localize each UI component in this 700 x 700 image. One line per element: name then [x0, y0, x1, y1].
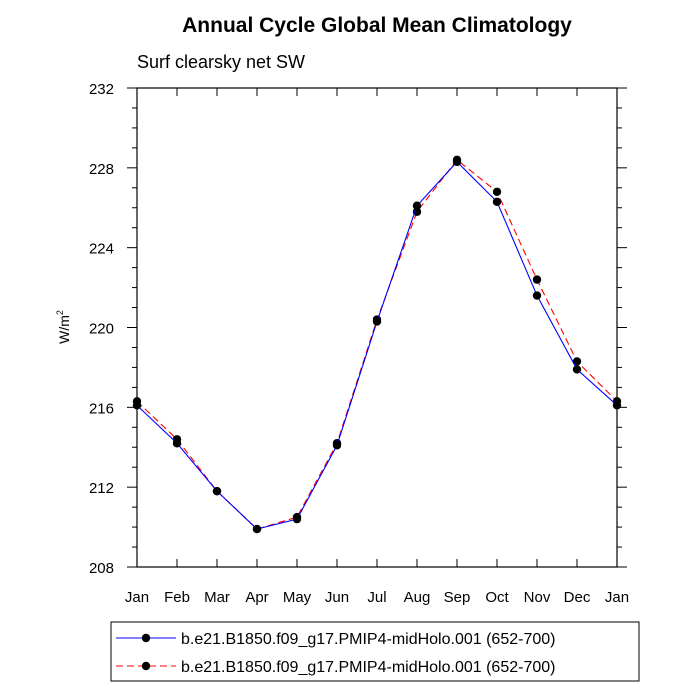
x-tick-label: Nov: [524, 589, 551, 606]
data-point: [452, 157, 462, 167]
x-tick-label: Oct: [485, 589, 509, 606]
y-tick-label: 232: [89, 81, 114, 98]
x-axis-labels: Jan Feb Mar Apr May Jun Jul Aug Sep Oct Nov Dec Jan: [125, 589, 629, 606]
series-layer: [132, 155, 622, 534]
data-point: [492, 187, 502, 196]
series-line-1: [136, 161, 618, 530]
legend-marker-2: [141, 661, 151, 671]
data-point: [252, 524, 262, 534]
x-tick-label: Jan: [605, 589, 629, 606]
y-tick-label: 212: [89, 480, 114, 497]
legend-label-1: b.e21.B1850.f09_g17.PMIP4-midHolo.001 (6…: [181, 631, 555, 648]
axis-ticks: [127, 87, 627, 568]
x-tick-label: Sep: [444, 589, 471, 606]
x-tick-label: Dec: [564, 589, 591, 606]
data-point: [532, 275, 542, 284]
data-point: [572, 365, 582, 374]
y-tick-label: 208: [89, 560, 114, 577]
data-point: [212, 486, 222, 496]
y-tick-label: 216: [89, 400, 114, 417]
data-point: [412, 207, 422, 216]
data-point: [292, 514, 302, 524]
data-point: [332, 441, 342, 450]
x-tick-label: Jul: [367, 589, 386, 606]
x-tick-label: Aug: [404, 589, 431, 606]
chart-subtitle: Surf clearsky net SW: [137, 52, 305, 72]
data-point: [492, 197, 502, 206]
y-tick-label: 224: [89, 241, 114, 258]
x-tick-label: Jan: [125, 589, 149, 606]
y-axis-label-superscript: 2: [55, 310, 65, 315]
x-tick-label: Jun: [325, 589, 349, 606]
chart-title: Annual Cycle Global Mean Climatology: [182, 14, 572, 37]
x-tick-label: Apr: [245, 589, 268, 606]
legend-label-2: b.e21.B1850.f09_g17.PMIP4-midHolo.001 (6…: [181, 659, 555, 676]
x-tick-label: May: [283, 589, 312, 606]
y-axis-labels: 208 212 216 220 224 228 232: [89, 81, 114, 577]
data-point: [532, 291, 542, 300]
x-tick-label: Mar: [204, 589, 230, 606]
data-point: [572, 357, 582, 366]
plot-frame: [136, 87, 618, 568]
data-point: [612, 401, 622, 410]
data-point: [372, 317, 382, 326]
data-point: [412, 201, 422, 210]
y-tick-label: 228: [89, 161, 114, 178]
y-tick-label: 220: [89, 321, 114, 338]
legend-box: [110, 621, 640, 682]
data-point: [132, 401, 142, 410]
legend-marker-1: [141, 633, 151, 643]
y-axis-label: W/m2: [55, 310, 72, 344]
data-point: [172, 439, 182, 448]
legend: b.e21.B1850.f09_g17.PMIP4-midHolo.001 (6…: [116, 631, 555, 676]
x-tick-label: Feb: [164, 589, 190, 606]
series-line-2: [136, 159, 618, 530]
